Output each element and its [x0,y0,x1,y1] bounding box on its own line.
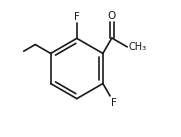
Text: F: F [111,98,117,108]
Text: F: F [74,12,80,22]
Text: CH₃: CH₃ [129,42,147,52]
Text: O: O [108,11,116,21]
